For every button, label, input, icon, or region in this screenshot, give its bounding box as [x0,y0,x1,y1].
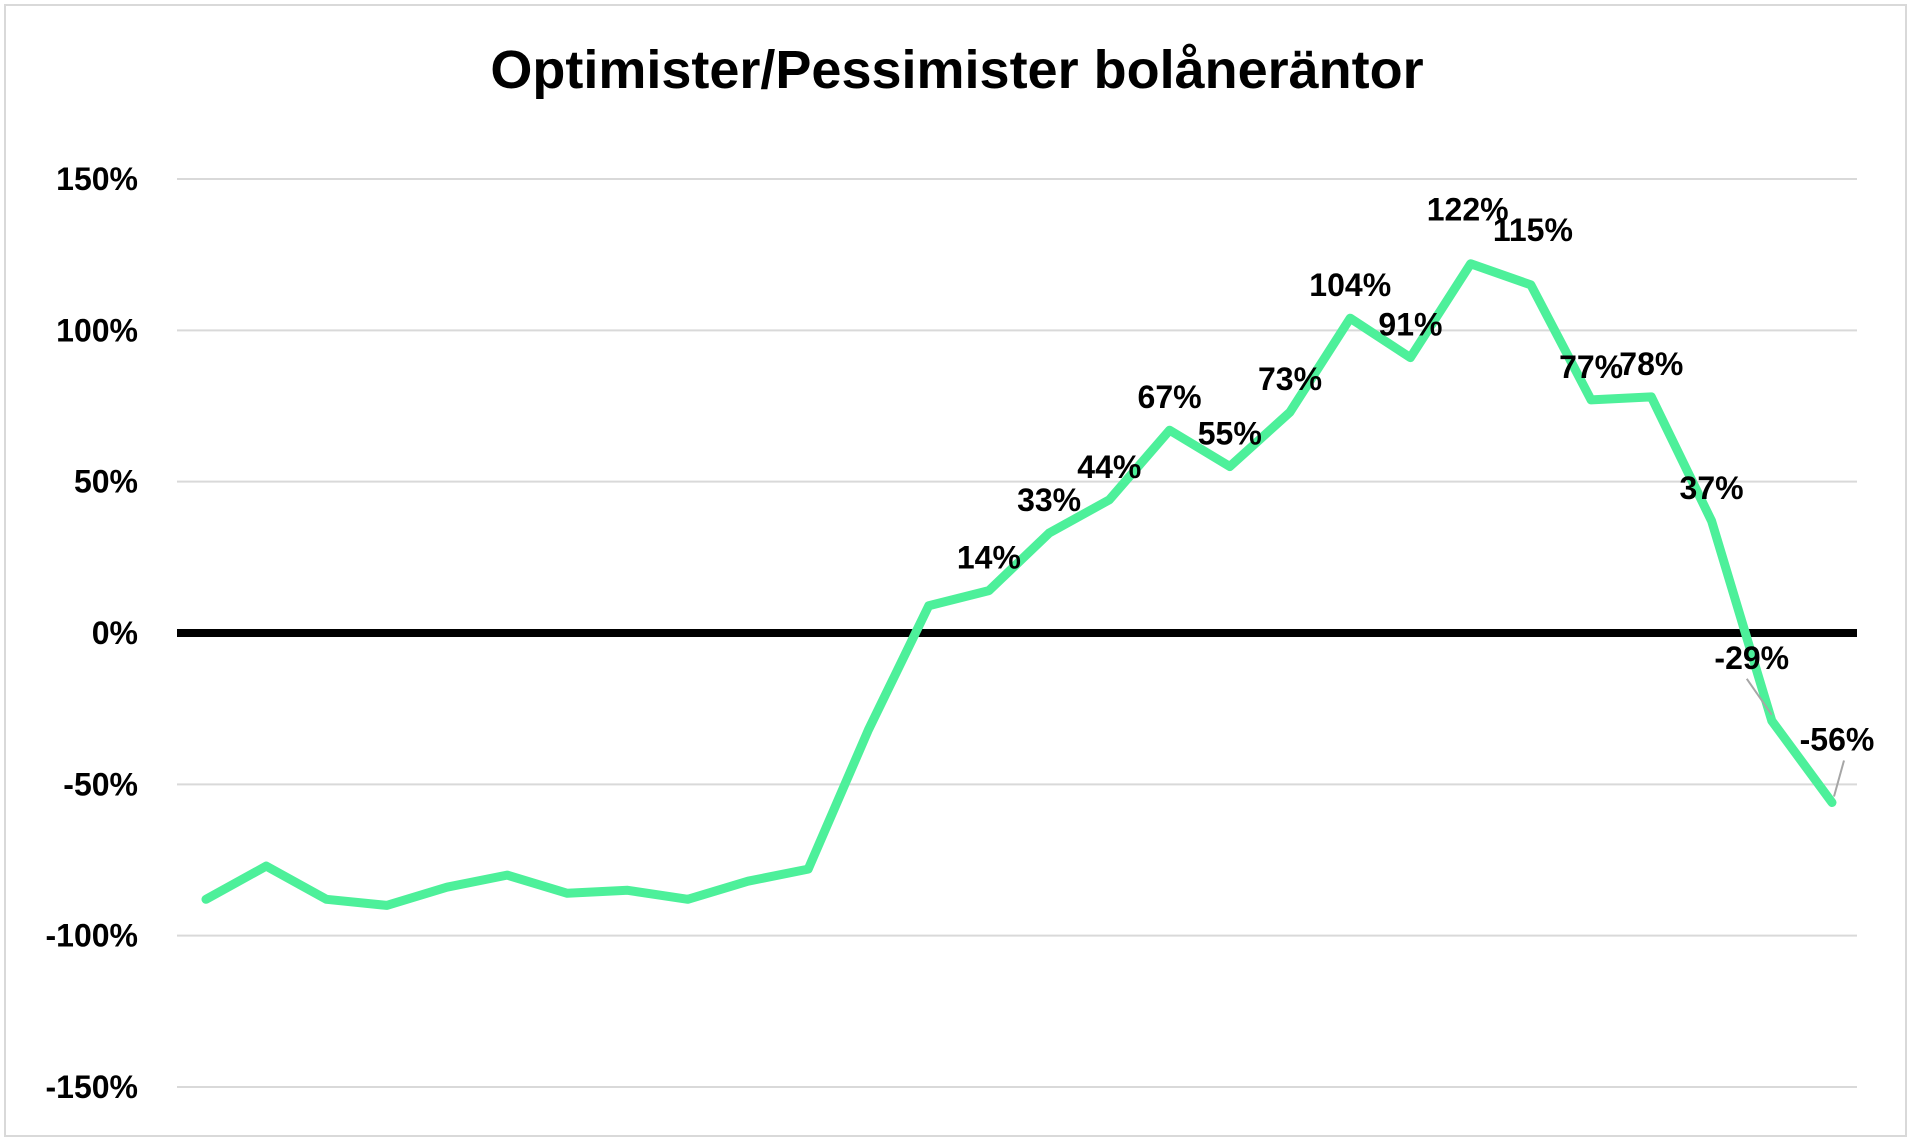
y-tick-label: -150% [46,1069,139,1105]
y-axis-tick-labels: 150% 100% 50% 0% -50% -100% -150% [46,161,139,1105]
data-label: 91% [1378,307,1442,343]
data-label: 122% [1427,192,1509,228]
data-label: 14% [957,540,1021,576]
data-label: 44% [1077,449,1141,485]
data-label: 73% [1258,361,1322,397]
y-tick-label: 100% [56,312,138,348]
y-tick-label: 0% [92,615,138,651]
label-leader-lines [1745,678,1845,797]
data-label: 115% [1493,212,1573,248]
y-tick-label: 50% [74,464,138,500]
leader-line [1745,678,1773,716]
chart-frame: Optimister/Pessimister bolåneräntor 150%… [4,4,1907,1137]
leader-line [1833,760,1845,797]
gridlines [177,178,1857,1088]
chart-title: Optimister/Pessimister bolåneräntor [490,40,1423,100]
data-label: 33% [1017,482,1081,518]
y-tick-label: -100% [46,918,139,954]
data-label: 55% [1198,416,1262,452]
data-label: 67% [1138,379,1202,415]
line-chart: Optimister/Pessimister bolåneräntor 150%… [46,40,1875,1105]
data-label: 37% [1680,470,1744,506]
data-label: 77% [1559,349,1623,385]
data-labels: 14% 33%44% 67%55% 73% 104% 91% 122%115% 77%78% 3… [957,192,1874,758]
series-lines [201,259,1837,910]
series-line [201,259,1837,910]
data-label: -56% [1800,721,1875,757]
y-tick-label: -50% [63,766,138,802]
data-label: -29% [1714,640,1789,676]
data-label: 104% [1309,267,1391,303]
data-label: 78% [1619,346,1683,382]
y-tick-label: 150% [56,161,138,197]
